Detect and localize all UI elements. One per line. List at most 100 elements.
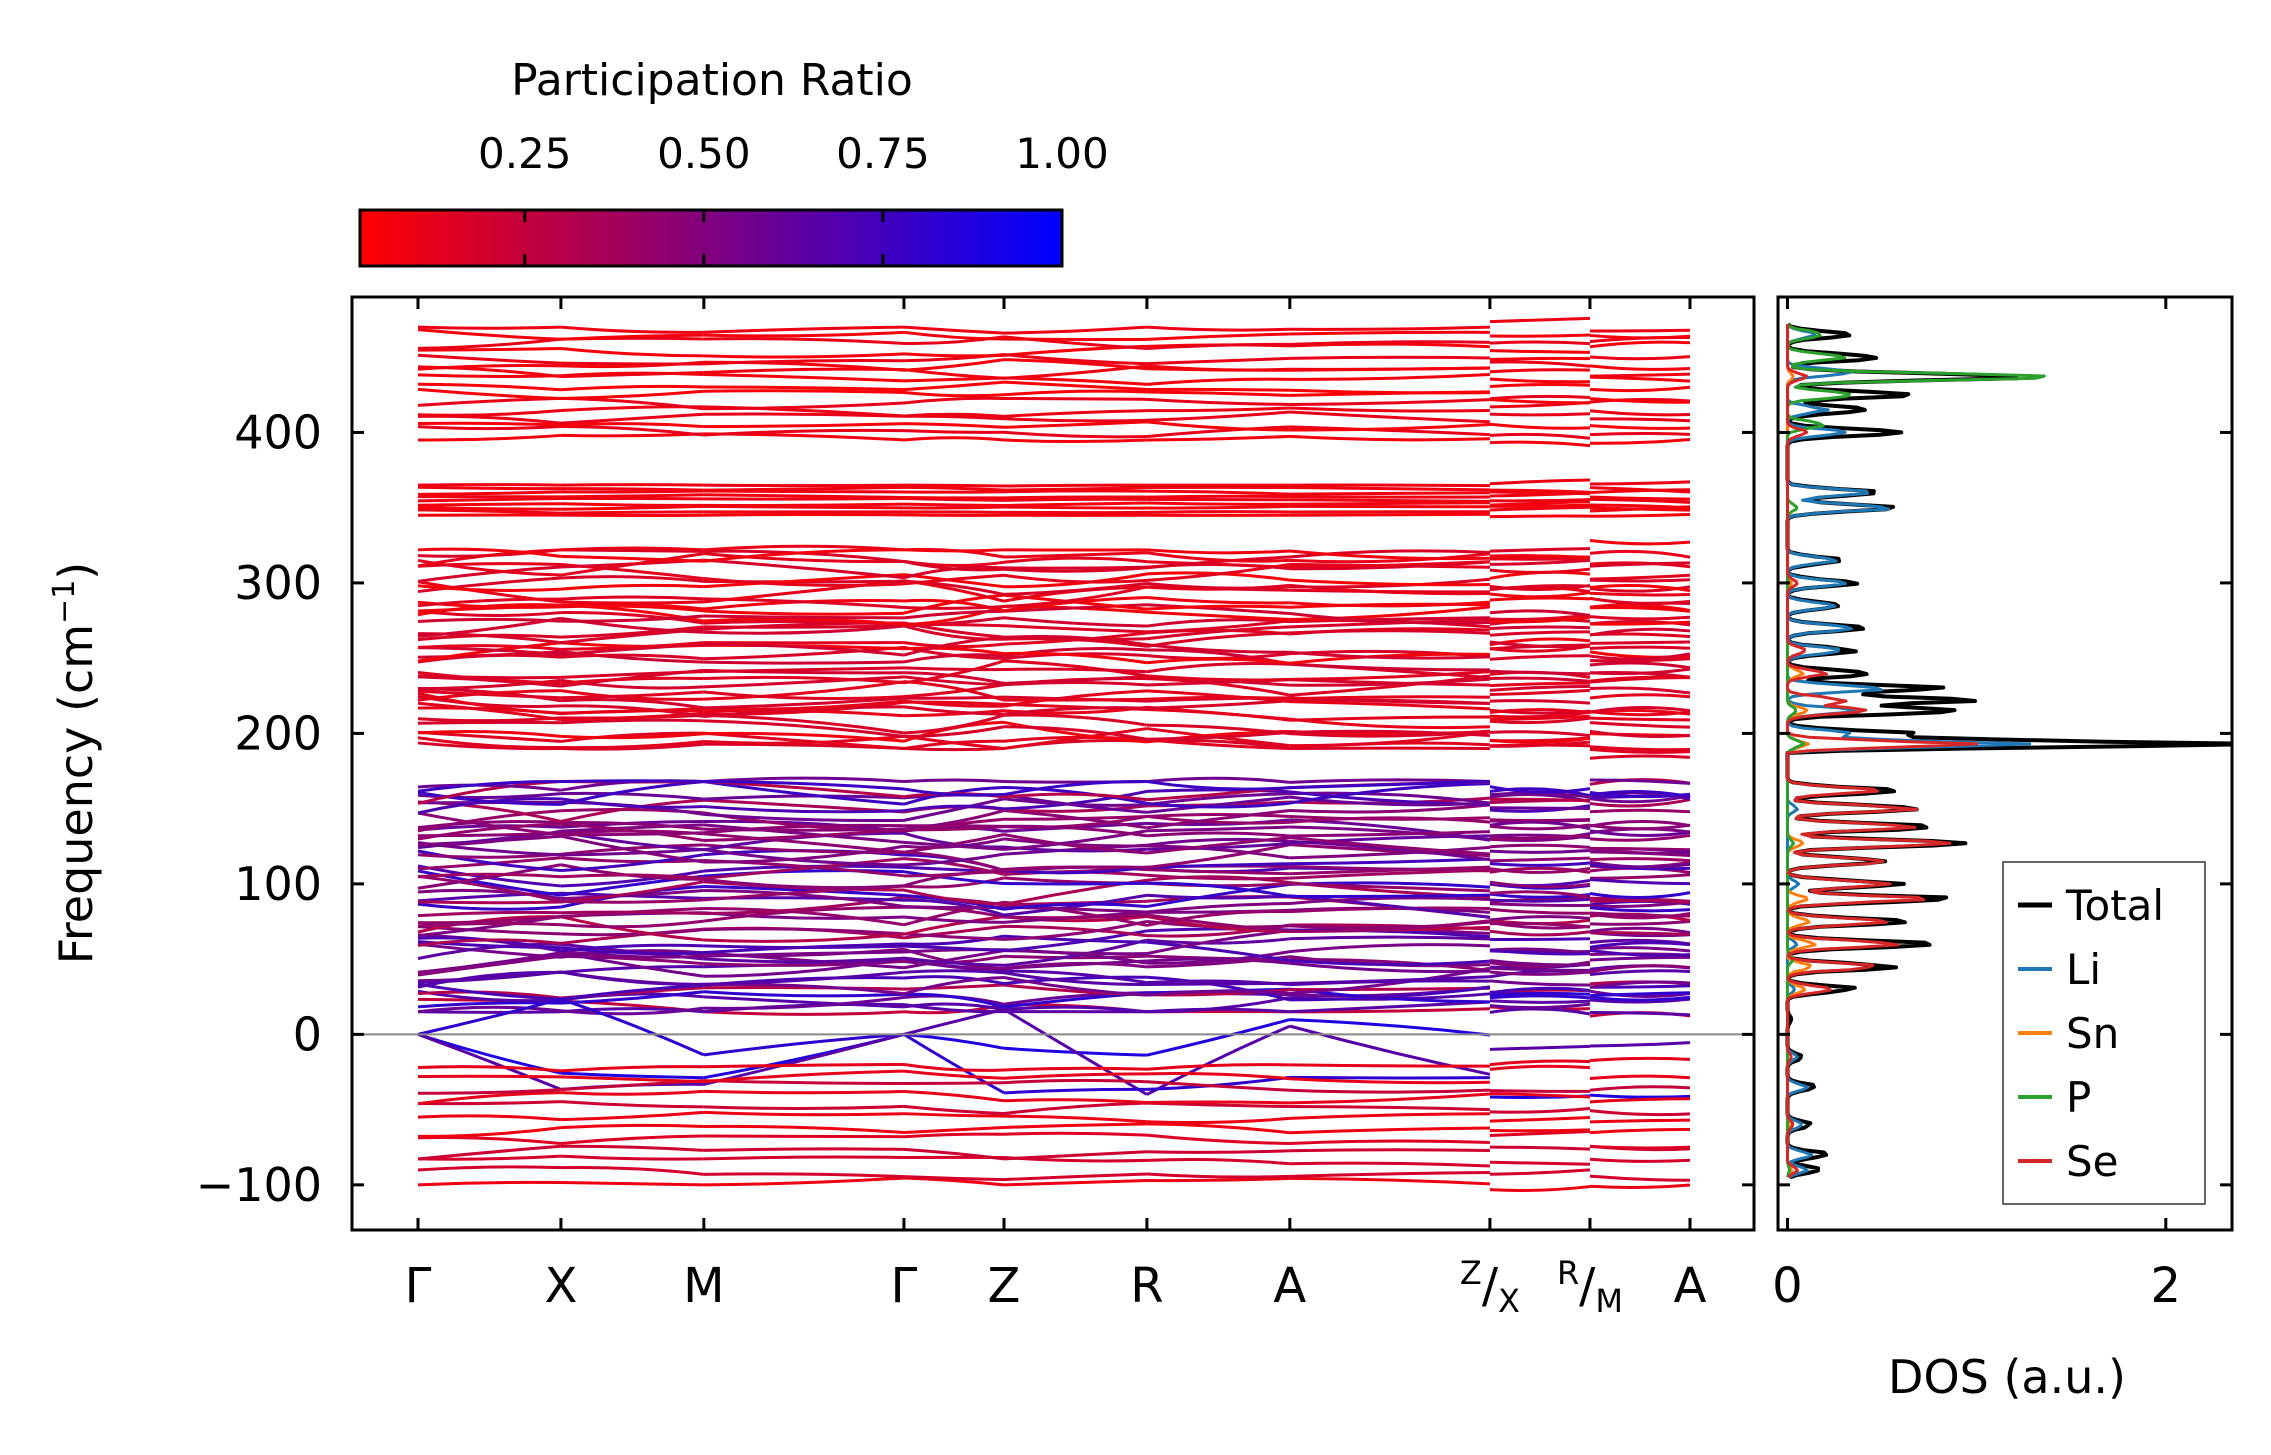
band-line	[1289, 549, 1490, 559]
band-line	[1489, 368, 1591, 374]
band-line	[1289, 1063, 1490, 1068]
band-line	[903, 713, 1005, 735]
band-line	[1003, 1087, 1147, 1095]
band-line	[560, 1154, 704, 1161]
band-line	[1003, 1114, 1148, 1124]
band-line	[703, 905, 904, 923]
band-line	[1003, 417, 1147, 423]
band-line	[1289, 1088, 1490, 1094]
band-line	[1589, 989, 1691, 998]
band-line	[1489, 787, 1591, 798]
band-line	[1146, 1122, 1290, 1135]
band-line	[1146, 657, 1290, 665]
band-line	[560, 489, 704, 494]
band-line	[1003, 865, 1147, 872]
band-line	[703, 794, 904, 801]
band-line	[703, 805, 904, 814]
band-line	[1489, 684, 1590, 692]
band-line	[560, 346, 704, 358]
band-line	[1589, 573, 1691, 581]
band-line	[560, 595, 704, 601]
band-line	[417, 849, 562, 872]
band-line	[1146, 1176, 1290, 1183]
band-line	[560, 915, 704, 942]
band-line	[560, 873, 704, 880]
band-line	[1589, 900, 1691, 908]
band-line	[1489, 591, 1591, 599]
band-line	[1589, 675, 1691, 683]
band-line	[1003, 635, 1147, 641]
band-line	[1146, 723, 1290, 736]
band-line	[1003, 961, 1148, 971]
band-line	[903, 548, 1005, 553]
band-line	[1589, 561, 1691, 568]
colorbar-tick-label: 0.75	[836, 129, 930, 178]
band-line	[417, 617, 561, 623]
band-line	[1003, 624, 1147, 634]
band-line	[903, 725, 1005, 738]
band-line	[703, 776, 905, 784]
band-line	[560, 1065, 704, 1073]
band-line	[417, 508, 561, 515]
band-line	[903, 1147, 1005, 1161]
band-line	[1003, 792, 1148, 802]
band-line	[1003, 948, 1147, 956]
legend-label: P	[2066, 1073, 2091, 1122]
band-line	[1589, 340, 1691, 349]
band-line	[1589, 409, 1691, 417]
band-line	[903, 1002, 1005, 1012]
band-line	[1489, 716, 1591, 725]
band-line	[1489, 880, 1591, 889]
band-line	[703, 731, 905, 750]
band-line	[1589, 1097, 1691, 1104]
band-line	[903, 609, 1005, 620]
band-line	[560, 361, 704, 366]
band-line	[1289, 1148, 1490, 1153]
band-line	[1146, 489, 1290, 496]
band-line	[1146, 699, 1290, 710]
band-line	[903, 483, 1005, 488]
band-line	[1289, 605, 1491, 622]
band-line	[1589, 364, 1691, 371]
band-line	[703, 609, 904, 616]
band-line	[1003, 489, 1147, 494]
band-line	[560, 779, 704, 784]
band-line	[417, 562, 561, 568]
band-line	[1289, 491, 1490, 496]
band-line	[1146, 812, 1290, 819]
kpoint-label: A	[1674, 1258, 1707, 1314]
band-line	[703, 645, 905, 661]
band-line	[560, 575, 704, 583]
band-line	[1003, 727, 1148, 750]
band-line	[1003, 1150, 1147, 1161]
band-line	[1146, 420, 1290, 432]
band-line	[1589, 1145, 1691, 1150]
band-line	[1489, 994, 1591, 1000]
band-line	[1289, 498, 1490, 503]
band-line	[1589, 778, 1691, 785]
band-line	[1146, 695, 1290, 701]
band-line	[1589, 652, 1691, 661]
colorbar: Participation Ratio 0.25 0.50 0.75 1.00	[358, 55, 1109, 268]
band-line	[1003, 969, 1148, 985]
band-line	[1489, 999, 1591, 1004]
band-line	[1003, 793, 1148, 814]
band-line	[1003, 832, 1147, 855]
band-line	[1146, 842, 1290, 851]
band-line	[417, 1180, 561, 1187]
band-line	[1589, 798, 1691, 808]
band-line	[1003, 396, 1147, 401]
band-line	[560, 510, 704, 515]
band-line	[1289, 919, 1491, 933]
band-line	[560, 614, 704, 623]
band-line	[1003, 566, 1148, 573]
band-line	[560, 823, 704, 833]
band-line	[703, 731, 905, 743]
band-line	[1489, 849, 1591, 854]
band-line	[560, 422, 704, 429]
band-line	[417, 337, 562, 350]
band-line	[1003, 1066, 1147, 1072]
band-line	[417, 872, 562, 879]
band-line	[1289, 1077, 1490, 1085]
